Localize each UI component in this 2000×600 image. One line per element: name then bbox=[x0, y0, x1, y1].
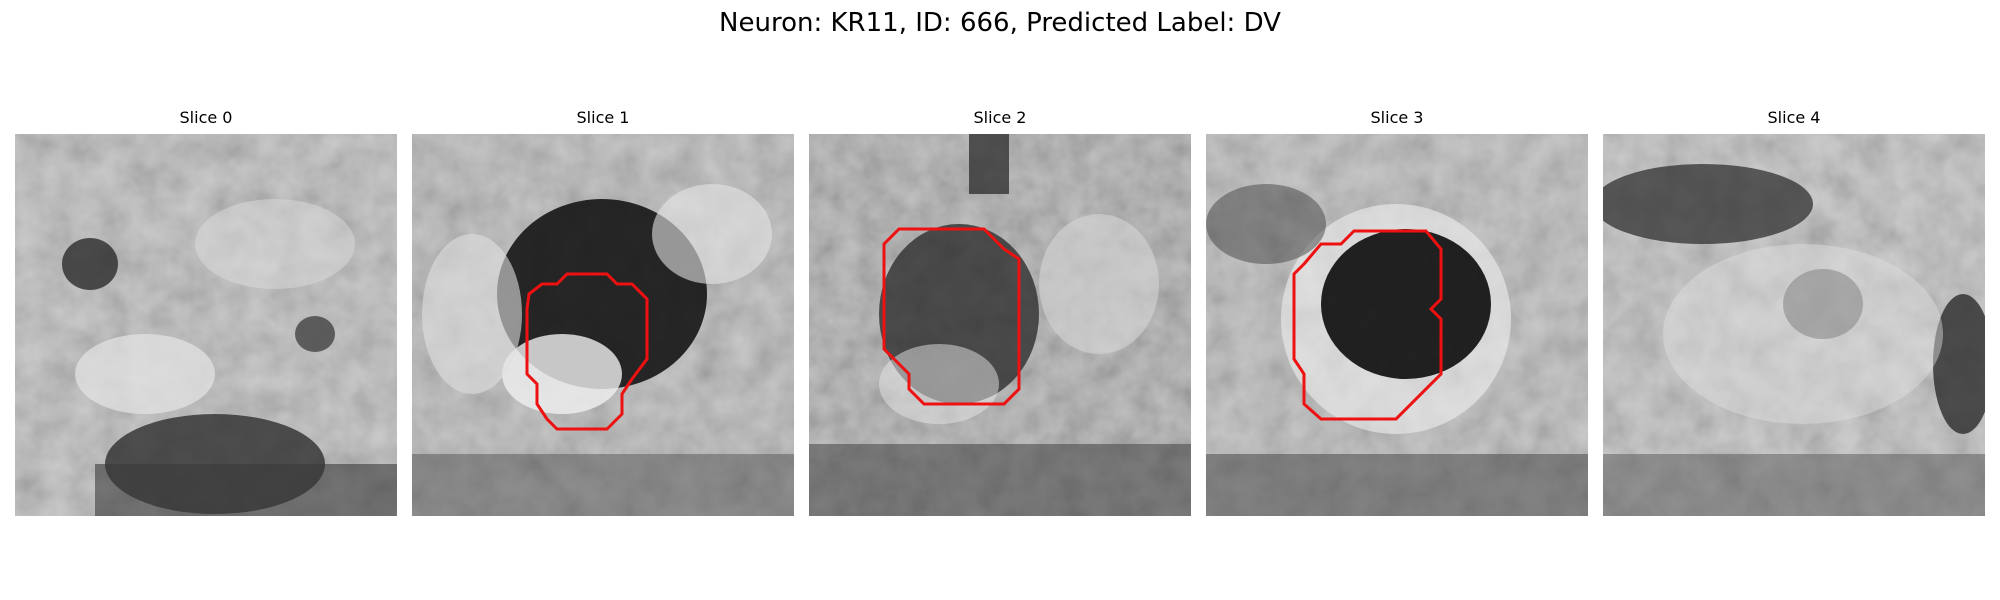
slice-title: Slice 3 bbox=[1370, 108, 1424, 127]
slice-image bbox=[809, 134, 1191, 516]
slice-image bbox=[1603, 134, 1985, 516]
slice-panel-3: Slice 3 bbox=[1206, 108, 1588, 516]
slice-title: Slice 2 bbox=[973, 108, 1027, 127]
slice-title: Slice 4 bbox=[1767, 108, 1821, 127]
slice-image bbox=[15, 134, 397, 516]
slice-panels: Slice 0 Slice 1 bbox=[15, 108, 1985, 520]
slice-panel-4: Slice 4 bbox=[1603, 108, 1985, 516]
slice-title: Slice 1 bbox=[576, 108, 630, 127]
slice-image bbox=[412, 134, 794, 516]
slice-panel-1: Slice 1 bbox=[412, 108, 794, 516]
figure-title: Neuron: KR11, ID: 666, Predicted Label: … bbox=[719, 8, 1281, 38]
slice-image bbox=[1206, 134, 1588, 516]
slice-panel-0: Slice 0 bbox=[15, 108, 397, 516]
slice-panel-2: Slice 2 bbox=[809, 108, 1191, 516]
roi-contour bbox=[1292, 229, 1443, 421]
roi-contour bbox=[882, 227, 1021, 406]
roi-contour bbox=[525, 272, 649, 431]
slice-title: Slice 0 bbox=[179, 108, 233, 127]
